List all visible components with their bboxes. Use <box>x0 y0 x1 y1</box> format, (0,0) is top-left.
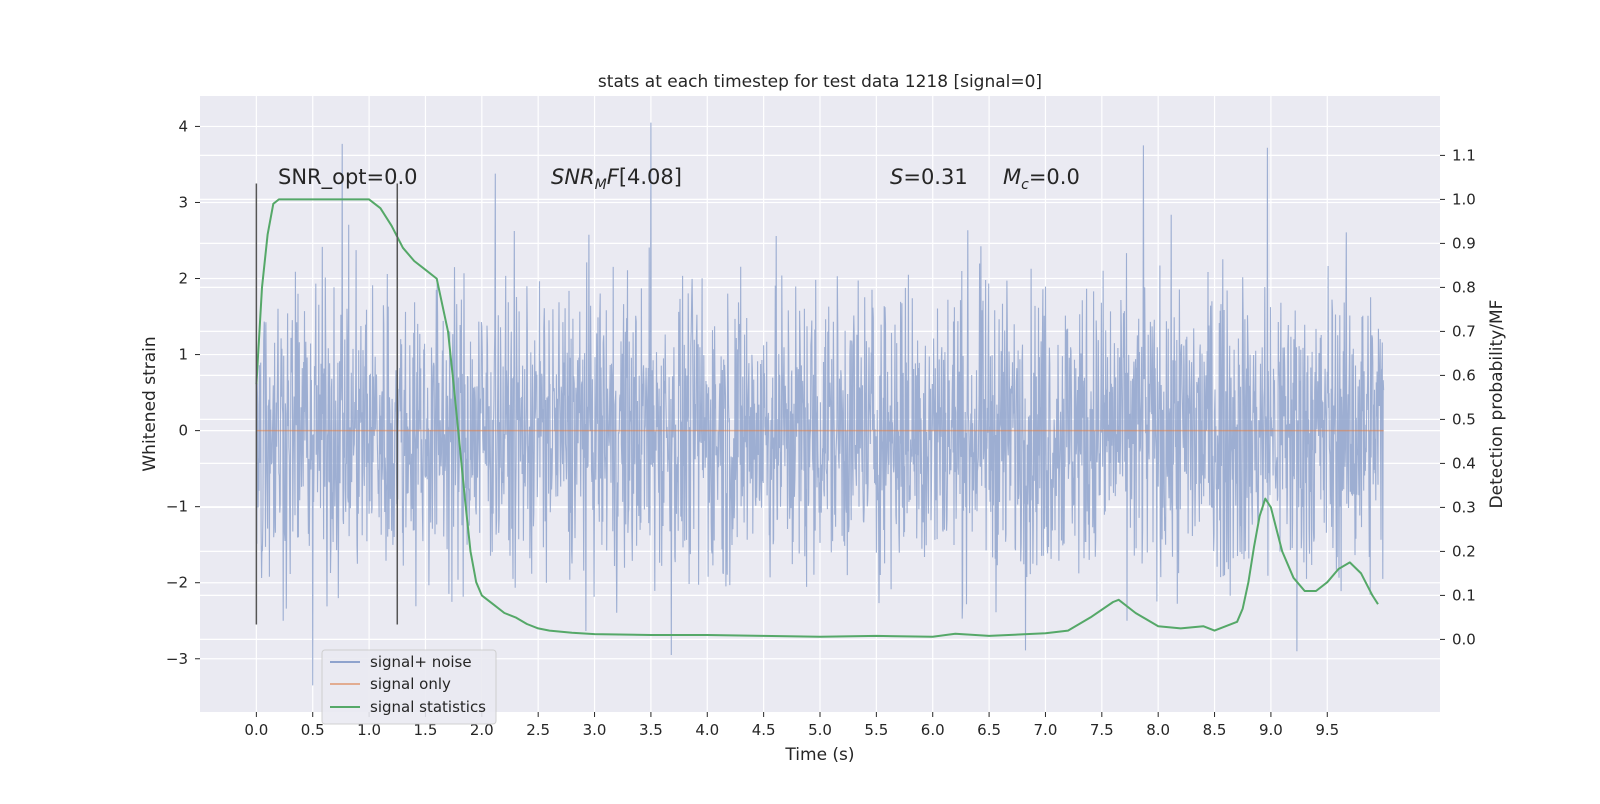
x-tick-label: 4.0 <box>695 721 719 739</box>
x-tick-label: 7.0 <box>1034 721 1058 739</box>
y-tick-label: −1 <box>166 498 188 516</box>
y2-tick-label: 0.2 <box>1452 542 1476 560</box>
y2-tick-label: 0.8 <box>1452 278 1476 296</box>
y-tick-label: 0 <box>178 422 188 440</box>
y-tick-label: −3 <box>166 650 188 668</box>
x-axis-label: Time (s) <box>784 745 854 765</box>
y2-tick-label: 0.5 <box>1452 410 1476 428</box>
y2-tick-label: 1.0 <box>1452 190 1476 208</box>
annotation-snr-mf-value: [4.08] <box>619 165 682 189</box>
x-tick-label: 1.0 <box>357 721 381 739</box>
series-layer <box>255 198 1384 638</box>
y2-tick-label: 0.1 <box>1452 586 1476 604</box>
annotation-s: S=0.31 <box>890 165 968 189</box>
x-tick-label: 5.5 <box>864 721 888 739</box>
y-tick-layer: −3 −2 −1 0 1 2 3 4 <box>166 117 200 668</box>
y-axis-label: Whitened strain <box>140 336 160 471</box>
annotation-mc-value: =0.0 <box>1029 165 1080 189</box>
series-signal-statistics-line <box>255 198 1379 638</box>
y-tick-label: 2 <box>178 270 188 288</box>
x-tick-label: 8.5 <box>1203 721 1227 739</box>
x-tick-label: 2.5 <box>526 721 550 739</box>
legend-box <box>321 649 497 725</box>
legend-label-signal-only: signal only <box>370 675 451 693</box>
x-tick-label: 5.0 <box>808 721 832 739</box>
x-tick-label: 6.0 <box>921 721 945 739</box>
x-tick-label: 0.5 <box>301 721 325 739</box>
x-tick-label: 3.0 <box>583 721 607 739</box>
y-tick-label: 1 <box>178 346 188 364</box>
legend-label-signal-noise: signal+ noise <box>370 653 472 671</box>
annotation-mc: Mc=0.0 <box>1003 165 1080 193</box>
x-tick-label: 2.0 <box>470 721 494 739</box>
y2-tick-label: 0.3 <box>1452 498 1476 516</box>
annotation-snr-opt: SNR_opt=0.0 <box>278 165 418 190</box>
x-tick-label: 7.5 <box>1090 721 1114 739</box>
marker-layer <box>255 183 399 625</box>
y2-tick-layer: 0.0 0.1 0.2 0.3 0.4 0.5 0.6 0.7 0.8 0.9 1.0 1.1 <box>1440 146 1476 648</box>
y2-tick-label: 0.7 <box>1452 322 1476 340</box>
x-tick-layer: 0.0 0.5 1.0 1.5 2.0 2.5 3.0 3.5 4.0 4.5 5.0 5.5 6.0 6… <box>244 712 1339 739</box>
y2-axis-label: Detection probability/MF <box>1487 300 1507 509</box>
y2-tick-label: 0.9 <box>1452 234 1476 252</box>
legend-label-signal-statistics: signal statistics <box>370 698 486 716</box>
x-tick-label: 8.0 <box>1146 721 1170 739</box>
x-tick-label: 0.0 <box>244 721 268 739</box>
y2-tick-label: 0.4 <box>1452 454 1476 472</box>
y-tick-label: 4 <box>178 117 188 135</box>
x-tick-label: 6.5 <box>977 721 1001 739</box>
y2-tick-label: 1.1 <box>1452 146 1476 164</box>
y-tick-label: −2 <box>166 574 188 592</box>
annotation-snr-mf: SNRMF[4.08] <box>551 165 682 193</box>
legend: signal+ noise signal only signal statist… <box>321 649 497 725</box>
y2-tick-label: 0.0 <box>1452 630 1476 648</box>
x-tick-label: 1.5 <box>414 721 438 739</box>
annotation-s-value: =0.31 <box>903 165 967 189</box>
x-tick-label: 9.0 <box>1259 721 1283 739</box>
y2-tick-label: 0.6 <box>1452 366 1476 384</box>
x-tick-label: 4.5 <box>752 721 776 739</box>
x-tick-label: 3.5 <box>639 721 663 739</box>
x-tick-label: 9.5 <box>1315 721 1339 739</box>
chart-title: stats at each timestep for test data 121… <box>598 72 1042 92</box>
y-tick-label: 3 <box>178 193 188 211</box>
